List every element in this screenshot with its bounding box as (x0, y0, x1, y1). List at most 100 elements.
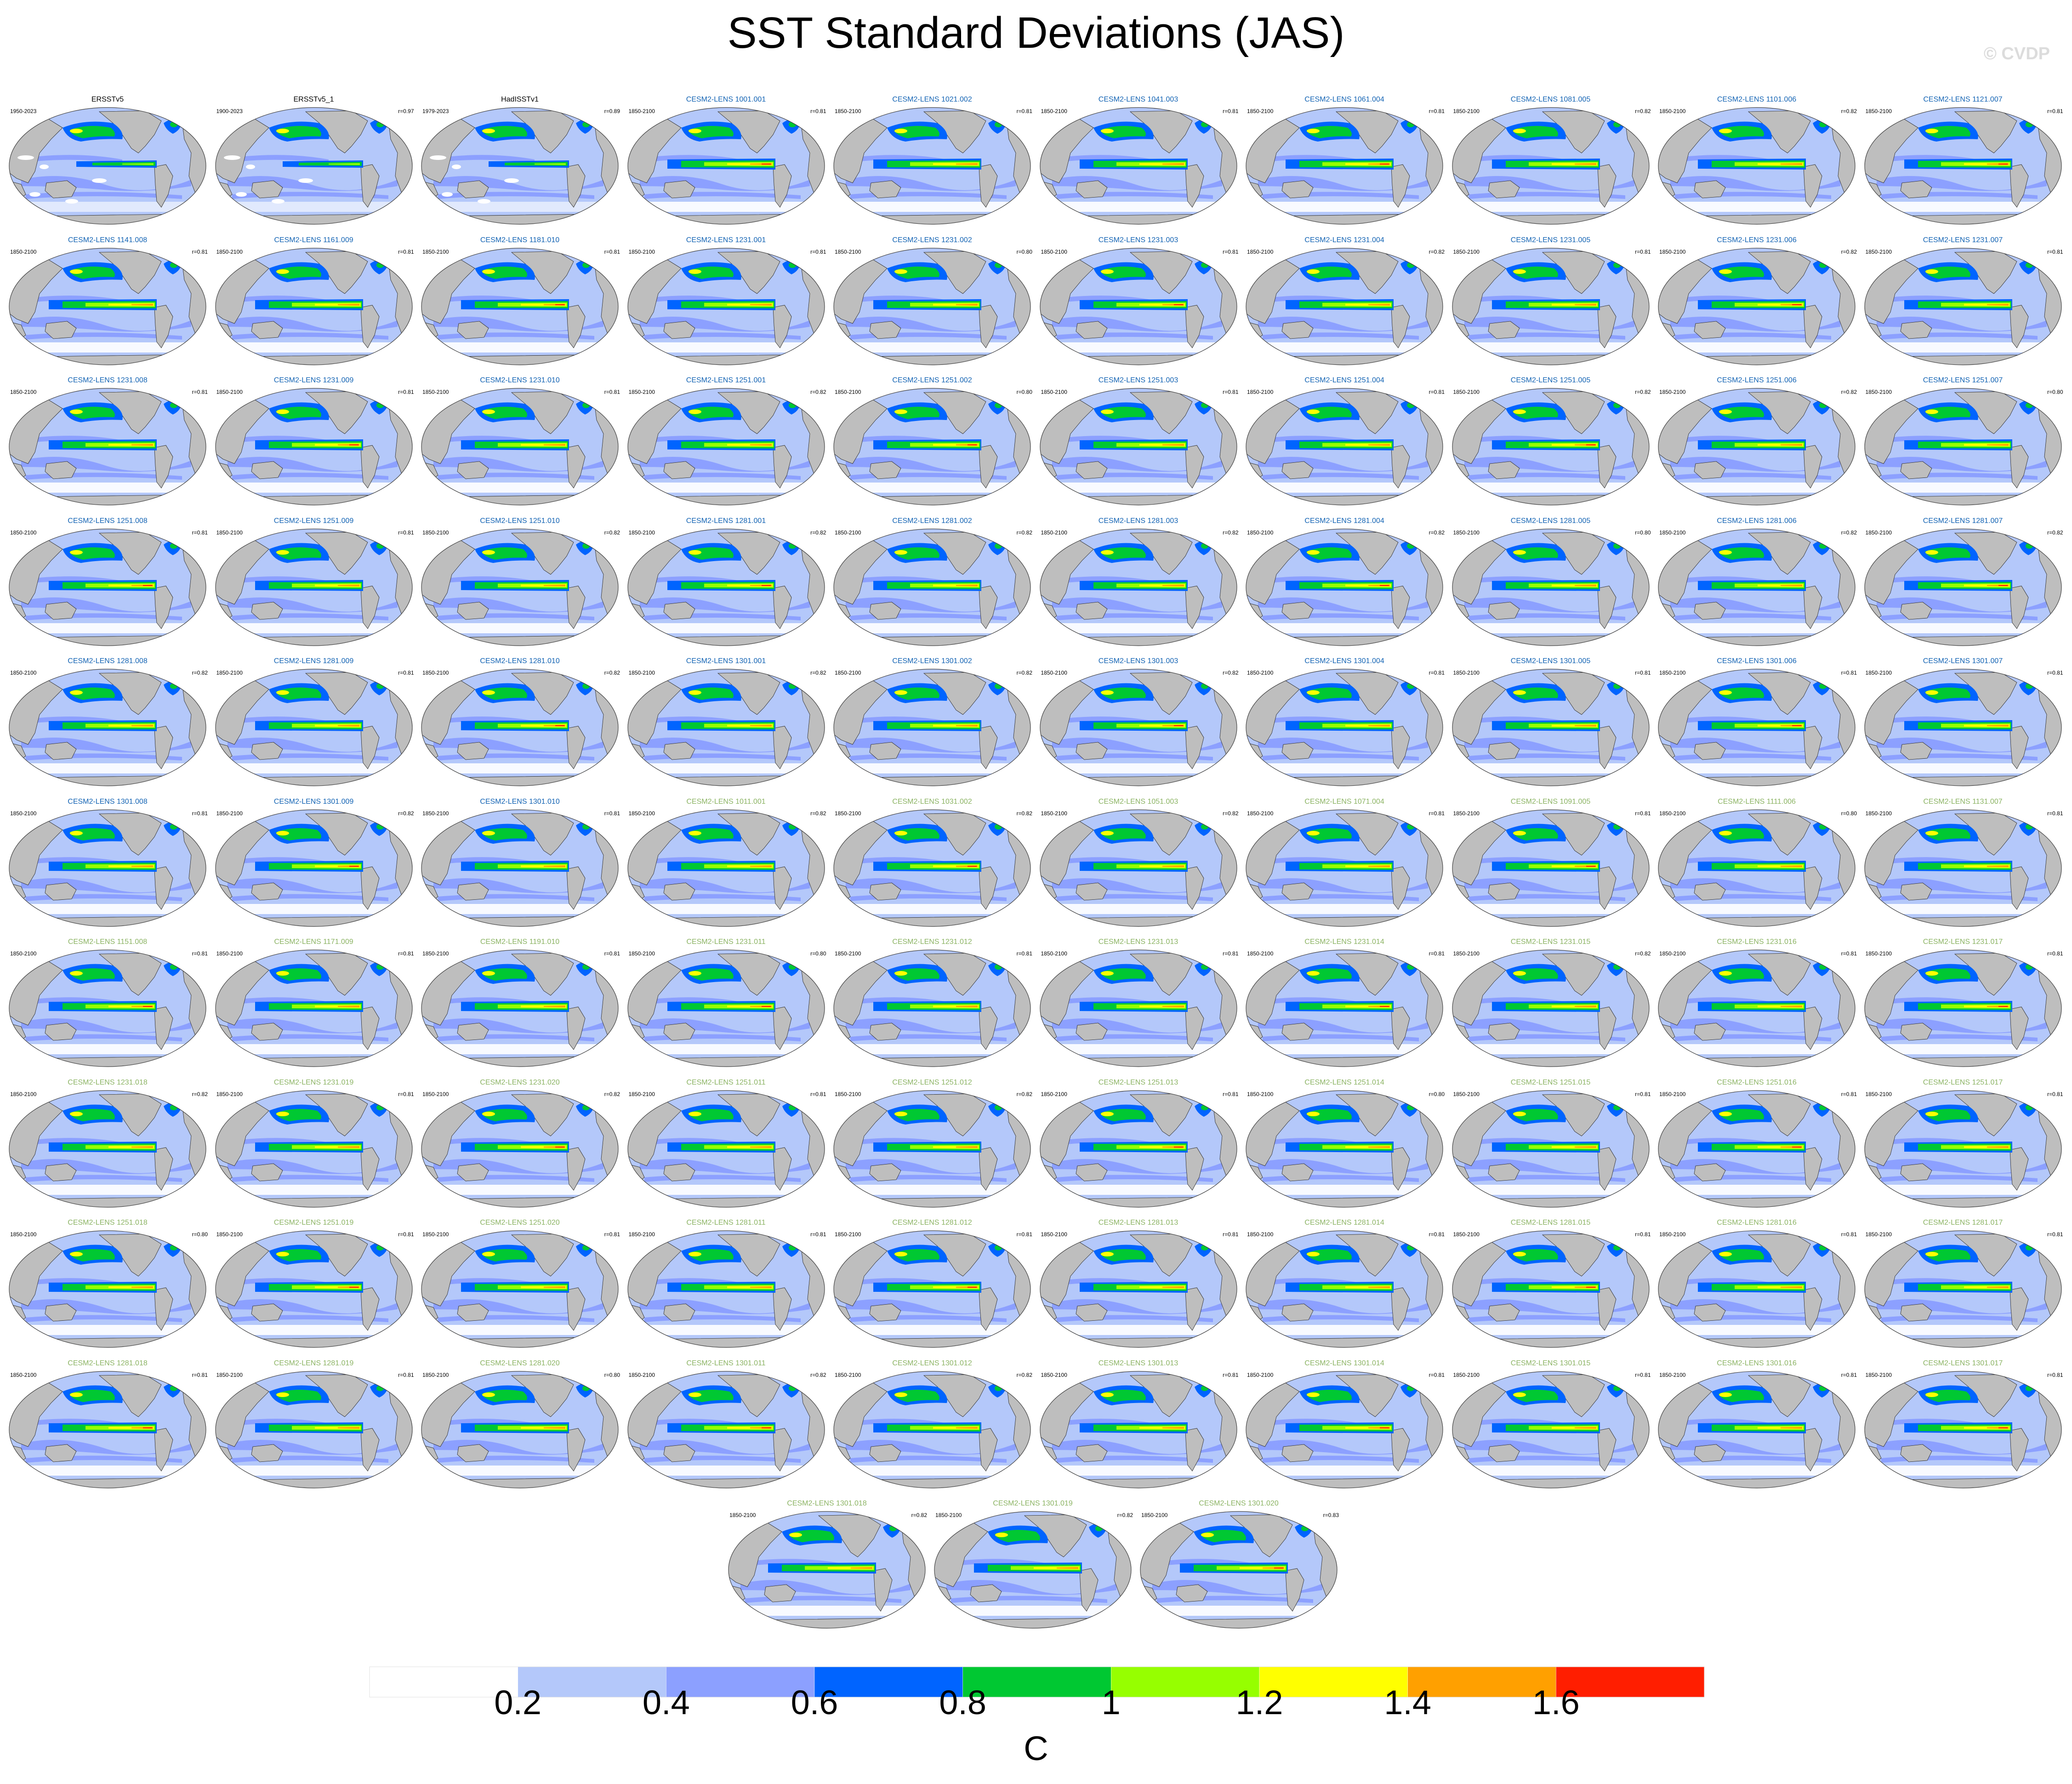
sst-north-pacific-0.8 (482, 1108, 527, 1121)
sst-north-pacific-0.8 (1100, 126, 1146, 138)
southern-ocean-low-variability (1658, 1325, 1855, 1335)
sst-north-pacific-0.8 (995, 1530, 1040, 1542)
sst-kuroshio-1.2 (894, 1252, 907, 1256)
map-panel: CESM2-LENS 1281.015 1850-2100 r=0.81 (1448, 1217, 1654, 1358)
sst-std-map (833, 1230, 1031, 1348)
panel-period: 1900-2023 (216, 108, 243, 114)
map-border (1864, 949, 2062, 1067)
sst-band-0.4 (433, 316, 603, 332)
sst-kuroshio-1.2 (482, 269, 495, 274)
panel-pattern-correlation: r=0.81 (1635, 810, 1651, 817)
panel-title: CESM2-LENS 1251.015 (1510, 1078, 1591, 1086)
southern-ocean-low-variability (1452, 903, 1649, 914)
sst-kuroshio-1.2 (688, 690, 701, 695)
land-mass (663, 1163, 695, 1181)
sst-enso-1.4 (1162, 865, 1184, 867)
sst-enso-1.6 (1380, 1006, 1389, 1007)
sst-band-0.4 (1876, 457, 2047, 472)
sst-enso-1.4 (131, 444, 153, 446)
panel-pattern-correlation: r=0.82 (192, 670, 208, 676)
land-mass (663, 742, 695, 760)
sst-north-pacific-0.8 (894, 1249, 939, 1261)
map-panel: CESM2-LENS 1231.002 1850-2100 r=0.80 (829, 235, 1035, 375)
sst-band-0.4 (846, 1299, 1016, 1314)
land-mass (1900, 1444, 1932, 1462)
sst-north-pacific-0.8 (894, 968, 939, 981)
panel-title: CESM2-LENS 1301.008 (68, 797, 148, 806)
sst-enso-1.4 (131, 725, 153, 727)
panel-period: 1850-2100 (729, 1512, 756, 1518)
sst-north-pacific-0.8 (69, 1108, 115, 1121)
sst-kuroshio-1.2 (1719, 550, 1732, 555)
land-mass (1803, 1428, 1822, 1472)
land-mass (1185, 164, 1204, 208)
southern-ocean-low-variability (9, 342, 206, 352)
panel-title: CESM2-LENS 1231.017 (1923, 938, 2003, 946)
map-border (421, 669, 619, 786)
panel-pattern-correlation: r=0.81 (1223, 389, 1239, 395)
map-border (833, 388, 1031, 506)
map-border (9, 1090, 206, 1208)
map-panel: CESM2-LENS 1281.019 1850-2100 r=0.81 (211, 1358, 417, 1498)
sst-enso-1.4 (131, 1146, 153, 1148)
southern-ocean-low-variability (834, 483, 1030, 493)
sst-kuroshio-1.2 (894, 1392, 907, 1397)
panel-pattern-correlation: r=0.82 (810, 670, 826, 676)
sst-kuroshio-1.2 (1925, 1111, 1938, 1116)
panel-period: 1850-2100 (1247, 810, 1274, 817)
map-border (728, 1511, 926, 1629)
land-mass (251, 1163, 283, 1181)
sst-band-0.4 (1670, 316, 1840, 332)
sst-kuroshio-1.2 (1100, 129, 1114, 133)
sst-north-pacific-0.8 (1719, 1108, 1764, 1121)
sst-std-map (215, 949, 413, 1067)
panel-pattern-correlation: r=0.82 (1223, 529, 1239, 536)
sst-enso-1.0 (328, 163, 360, 165)
sst-std-map (421, 1370, 619, 1489)
sst-band-0.4 (1464, 738, 1634, 753)
map-border (421, 388, 619, 506)
sst-band-0.4 (1166, 1559, 1253, 1567)
sst-north-pacific-0.8 (69, 1389, 115, 1402)
land-mass (2009, 726, 2028, 769)
sst-enso-1.6 (761, 1006, 771, 1007)
map-border (1246, 388, 1443, 506)
panel-pattern-correlation: r=0.81 (192, 529, 208, 536)
sst-north-pacific-0.8 (1512, 1389, 1558, 1402)
panel-title: CESM2-LENS 1231.016 (1717, 938, 1797, 946)
sst-band-0.4 (1272, 997, 1359, 1006)
southern-ocean-low-variability (1864, 1044, 2061, 1054)
sst-north-pacific-0.8 (69, 126, 115, 138)
sst-band-0.4 (1478, 857, 1565, 865)
sst-band-0.4 (241, 1278, 329, 1286)
panel-period: 1850-2100 (1041, 108, 1067, 114)
southern-ocean-low-variability (1658, 1044, 1855, 1054)
missing-data-patch (29, 192, 40, 197)
panel-pattern-correlation: r=0.81 (604, 389, 620, 395)
sst-band-0.4 (21, 457, 191, 472)
sst-north-pacific-0.8 (69, 828, 115, 841)
map-border (627, 1230, 825, 1348)
panel-period: 1850-2100 (1247, 1371, 1274, 1378)
land-mass (869, 1303, 901, 1322)
sst-band-0.4 (1684, 576, 1771, 585)
sst-std-map (1658, 247, 1856, 365)
map-border (9, 669, 206, 786)
sst-band-0.4 (1670, 1018, 1840, 1034)
map-panel: CESM2-LENS 1301.005 1850-2100 r=0.81 (1448, 656, 1654, 796)
southern-ocean-low-variability (421, 903, 618, 914)
sst-std-map (627, 247, 825, 365)
panel-period: 1850-2100 (835, 1231, 861, 1238)
sst-kuroshio-1.2 (1925, 129, 1938, 133)
sst-std-map (1658, 949, 1856, 1067)
panel-pattern-correlation: r=0.81 (604, 248, 620, 255)
panel-period: 1850-2100 (1041, 529, 1067, 536)
map-border (1864, 247, 2062, 365)
land-mass (1281, 180, 1314, 199)
map-panel: CESM2-LENS 1281.020 1850-2100 r=0.80 (417, 1358, 623, 1498)
sst-std-map (1452, 1090, 1650, 1208)
map-border (1039, 809, 1237, 927)
sst-band-0.4 (241, 1137, 329, 1146)
sst-std-map (1246, 1090, 1443, 1208)
